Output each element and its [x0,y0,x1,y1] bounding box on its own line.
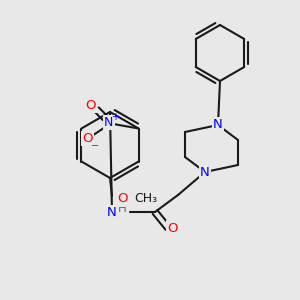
Text: O: O [82,132,93,145]
Text: O: O [85,99,96,112]
Text: N: N [107,206,117,220]
Text: N: N [200,166,210,178]
Text: +: + [111,112,119,122]
Text: −: − [91,140,99,151]
Text: O: O [117,193,127,206]
Text: N: N [104,116,113,129]
Text: O: O [168,221,178,235]
Text: N: N [213,118,223,131]
Text: CH₃: CH₃ [134,193,157,206]
Text: H: H [118,202,126,215]
